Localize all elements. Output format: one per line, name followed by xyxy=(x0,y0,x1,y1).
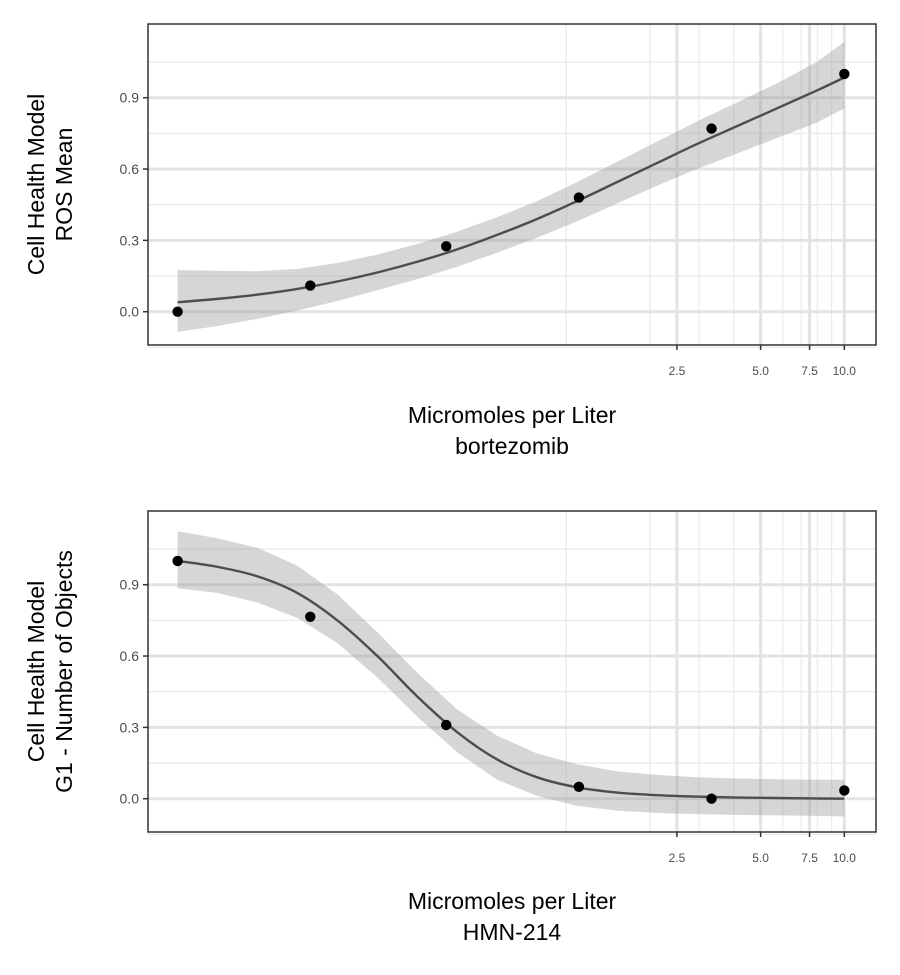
panel2-x-axis-title-line1: Micromoles per Liter xyxy=(408,888,617,914)
panel1-x-tick-label: 2.5 xyxy=(669,364,686,378)
panel2-x-tick-label: 5.0 xyxy=(752,851,769,865)
panel2-fit-line xyxy=(177,559,845,800)
panel2-plot: 0.0 0.3 0.6 0.9 2.5 5.0 7.5 10.0 Micromoles per … xyxy=(23,510,877,945)
panel1-panel-border xyxy=(147,23,877,346)
panel1-fit-line xyxy=(177,76,845,304)
panel1-y-axis-title-line1: Cell Health Model xyxy=(23,94,49,276)
panel2-x-tick-label: 7.5 xyxy=(801,851,818,865)
panel1-x-tick-label: 7.5 xyxy=(801,364,818,378)
panel1-x-axis-title-line2: bortezomib xyxy=(455,433,569,459)
panel2-panel-border xyxy=(147,510,877,833)
panel2-data-point xyxy=(839,785,850,796)
panel2-y-tick-label: 0.3 xyxy=(120,719,140,735)
panel2-data-point xyxy=(441,719,452,731)
panel1-data-point xyxy=(441,241,452,252)
panel2-data-point xyxy=(172,555,183,567)
panel2-y-axis-title-line2: G1 - Number of Objects xyxy=(51,550,77,793)
panel1-x-tick-label: 5.0 xyxy=(752,364,769,378)
panel1-data-point xyxy=(573,192,585,203)
panel1-y-tick-label: 0.6 xyxy=(120,161,140,177)
panel2-confidence-band xyxy=(177,531,845,817)
panel2-x-tick-label: 2.5 xyxy=(669,851,686,865)
panel1-y-tick-label: 0.0 xyxy=(120,304,140,320)
panel1-y-axis-title-line2: ROS Mean xyxy=(51,128,77,242)
panel1-data-point xyxy=(172,306,183,317)
panel1-plot-background xyxy=(148,24,876,345)
panel2-y-tick-label: 0.6 xyxy=(120,648,140,664)
panel2-plot-background xyxy=(148,511,876,832)
panel2-data-point xyxy=(573,781,585,793)
panel1-data-point xyxy=(706,123,717,134)
panel1-data-point xyxy=(305,280,316,291)
panel2-y-tick-label: 0.9 xyxy=(120,577,140,593)
panel1-x-tick-label: 10.0 xyxy=(833,364,857,378)
panel1-confidence-band xyxy=(177,41,845,332)
panel2-data-point xyxy=(305,611,316,623)
panel1-y-tick-label: 0.9 xyxy=(120,90,140,106)
panel1-x-axis-title-line1: Micromoles per Liter xyxy=(408,402,617,428)
panel2-data-point xyxy=(706,793,717,804)
panel1-y-tick-label: 0.3 xyxy=(120,232,140,248)
panel2-y-axis-title-line1: Cell Health Model xyxy=(23,581,49,763)
panel2-y-tick-label: 0.0 xyxy=(120,791,140,807)
panel2-x-tick-label: 10.0 xyxy=(833,851,857,865)
panel1-data-point xyxy=(839,68,850,80)
panel1-plot: 0.0 0.3 0.6 0.9 2.5 5.0 7.5 10.0 Micromoles per … xyxy=(23,23,877,459)
panel2-x-axis-title-line2: HMN-214 xyxy=(463,919,562,945)
